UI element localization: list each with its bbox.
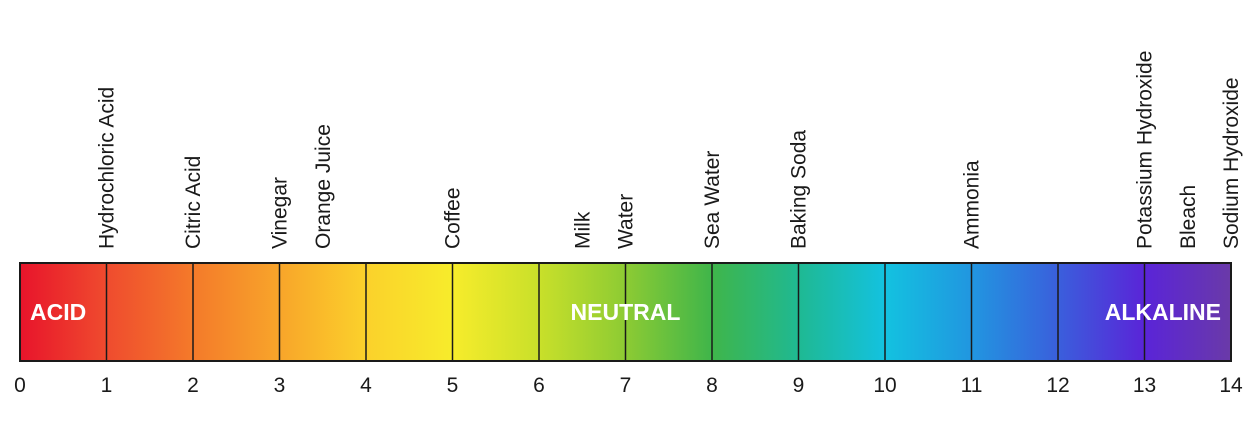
tick-label: 4 bbox=[360, 374, 372, 397]
substance-label: Bleach bbox=[1177, 185, 1200, 249]
substance-label: Baking Soda bbox=[788, 130, 811, 249]
substance-label: Ammonia bbox=[961, 160, 984, 249]
tick-label: 14 bbox=[1219, 374, 1243, 397]
tick-label: 12 bbox=[1046, 374, 1069, 397]
zone-label-alkaline: ALKALINE bbox=[1105, 299, 1221, 325]
zone-label-acid: ACID bbox=[30, 299, 86, 325]
substance-label: Water bbox=[615, 194, 638, 249]
tick-label: 11 bbox=[961, 374, 983, 397]
substance-labels: Hydrochloric Acid Citric Acid Vinegar Orang… bbox=[96, 51, 1244, 249]
substance-label: Citric Acid bbox=[182, 156, 205, 249]
tick-label: 2 bbox=[187, 374, 199, 397]
tick-label: 10 bbox=[873, 374, 896, 397]
tick-label: 8 bbox=[706, 374, 718, 397]
zone-labels: ACID NEUTRAL ALKALINE bbox=[30, 299, 1221, 325]
tick-label: 9 bbox=[793, 374, 805, 397]
zone-label-neutral: NEUTRAL bbox=[571, 299, 681, 325]
substance-label: Potassium Hydroxide bbox=[1134, 51, 1157, 249]
ph-bar-border bbox=[19, 262, 1232, 362]
tick-label: 1 bbox=[101, 374, 113, 397]
substance-label: Vinegar bbox=[269, 177, 292, 249]
tick-label: 7 bbox=[620, 374, 632, 397]
tick-label: 5 bbox=[447, 374, 459, 397]
substance-label: Orange Juice bbox=[312, 124, 335, 249]
substance-label: Coffee bbox=[442, 188, 465, 250]
substance-label: Sea Water bbox=[701, 151, 724, 249]
substance-label: Hydrochloric Acid bbox=[96, 87, 119, 249]
tick-labels: 0 1 2 3 4 5 6 7 8 9 10 11 12 13 14 bbox=[14, 374, 1243, 397]
tick-label: 13 bbox=[1133, 374, 1156, 397]
tick-label: 0 bbox=[14, 374, 26, 397]
segment-dividers bbox=[105, 263, 1146, 361]
substance-label: Sodium Hydroxide bbox=[1220, 77, 1243, 249]
substance-label: Milk bbox=[571, 211, 594, 249]
tick-label: 3 bbox=[274, 374, 286, 397]
tick-label: 6 bbox=[533, 374, 545, 397]
